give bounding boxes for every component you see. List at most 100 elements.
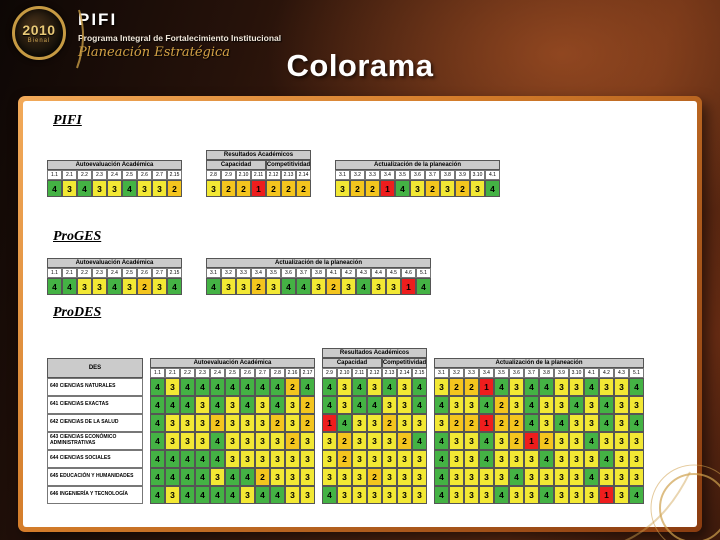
score-cell: 1	[380, 180, 395, 197]
des-header: DES	[47, 358, 143, 378]
column-header: 4.3	[614, 368, 629, 378]
score-cell: 2	[464, 414, 479, 432]
score-cell: 2	[509, 432, 524, 450]
des-row-label: 646 INGENIERÍA Y TECNOLOGÍA	[47, 486, 143, 504]
score-cell: 3	[614, 414, 629, 432]
score-cell: 4	[356, 278, 371, 295]
score-cell: 4	[206, 278, 221, 295]
group-header: Actualización de la planeación	[434, 358, 644, 368]
score-cell: 4	[47, 180, 62, 197]
score-cell: 2	[449, 378, 464, 396]
score-cell: 3	[240, 450, 255, 468]
score-cell: 3	[614, 468, 629, 486]
score-cell: 1	[599, 486, 614, 504]
column-header: 3.1	[434, 368, 449, 378]
score-cell: 4	[150, 432, 165, 450]
column-header: 3.9	[455, 170, 470, 180]
score-cell: 3	[382, 432, 397, 450]
score-cell: 1	[401, 278, 416, 295]
score-cell: 3	[152, 278, 167, 295]
score-cell: 4	[479, 432, 494, 450]
score-block: Autoevaluación Académica 1.1 2.1 2.2 2.3 2.4 2…	[47, 258, 182, 295]
subgroups: Capacidad 2.8 2.9 2.10 2.11 3 2 2 1 Competitivida…	[206, 160, 311, 197]
score-cell: 3	[300, 432, 315, 450]
score-cell: 3	[599, 468, 614, 486]
column-header: 3.2	[350, 170, 365, 180]
des-row-label: 645 EDUCACIÓN Y HUMANIDADES	[47, 468, 143, 486]
score-cell: 1	[524, 432, 539, 450]
score-cell: 3	[352, 432, 367, 450]
score-cell: 4	[352, 378, 367, 396]
score-cell: 4	[494, 486, 509, 504]
pifi-2010-logo-icon: 2010 Bienal	[12, 6, 66, 60]
score-cell: 4	[629, 378, 644, 396]
super-group-header: Resultados Académicos	[322, 348, 427, 358]
score-cell: 3	[397, 414, 412, 432]
column-header: 2.10	[236, 170, 251, 180]
score-cell: 4	[509, 468, 524, 486]
score-block: Actualización de la planeación 3.1 3.2 3.3 3…	[434, 348, 644, 504]
score-cell: 3	[614, 450, 629, 468]
score-cell: 3	[434, 414, 449, 432]
score-cell: 3	[180, 414, 195, 432]
score-cell: 3	[524, 486, 539, 504]
score-cell: 4	[167, 278, 182, 295]
score-cell: 3	[614, 396, 629, 414]
column-header-row: 2.12 2.13 2.14	[266, 170, 311, 180]
column-header: 3.3	[365, 170, 380, 180]
column-header: 3.6	[281, 268, 296, 278]
column-header: 2.12	[367, 368, 382, 378]
score-cell: 4	[322, 396, 337, 414]
score-cell: 3	[62, 180, 77, 197]
column-header-row: 3.1 3.2 3.3 3.4 3.5 3.6 3.7 3.8 3.9 3.10 4.1	[335, 170, 500, 180]
score-cell: 4	[412, 378, 427, 396]
score-cell: 3	[285, 414, 300, 432]
score-cell: 4	[150, 414, 165, 432]
column-header: 2.14	[296, 170, 311, 180]
score-cell: 3	[300, 450, 315, 468]
column-header: 2.7	[152, 268, 167, 278]
score-cell: 2	[464, 378, 479, 396]
score-cell: 3	[412, 486, 427, 504]
score-cell: 4	[524, 378, 539, 396]
column-header: 2.5	[122, 170, 137, 180]
group-header: Capacidad	[322, 358, 382, 368]
score-cell: 3	[367, 432, 382, 450]
spacer	[47, 348, 143, 358]
score-cell: 3	[152, 180, 167, 197]
score-cell: 2	[337, 432, 352, 450]
score-cell: 3	[92, 180, 107, 197]
score-cell: 3	[165, 432, 180, 450]
score-cell: 4	[150, 468, 165, 486]
column-header: 3.4	[380, 170, 395, 180]
score-cell: 3	[195, 396, 210, 414]
score-cell: 3	[554, 396, 569, 414]
score-cell: 4	[281, 278, 296, 295]
score-cell: 3	[554, 486, 569, 504]
column-header: 2.4	[107, 170, 122, 180]
score-cell: 1	[479, 414, 494, 432]
score-cell: 2	[494, 396, 509, 414]
score-cell: 4	[210, 432, 225, 450]
score-cell: 3	[464, 468, 479, 486]
score-cell: 3	[539, 396, 554, 414]
column-header: 2.1	[62, 170, 77, 180]
score-cell: 3	[92, 278, 107, 295]
score-cell: 3	[494, 432, 509, 450]
score-cell: 3	[554, 468, 569, 486]
score-cell: 1	[251, 180, 266, 197]
column-header: 2.8	[206, 170, 221, 180]
score-cell: 3	[367, 450, 382, 468]
score-cell: 3	[449, 486, 464, 504]
column-header: 3.5	[395, 170, 410, 180]
score-cell: 3	[434, 378, 449, 396]
